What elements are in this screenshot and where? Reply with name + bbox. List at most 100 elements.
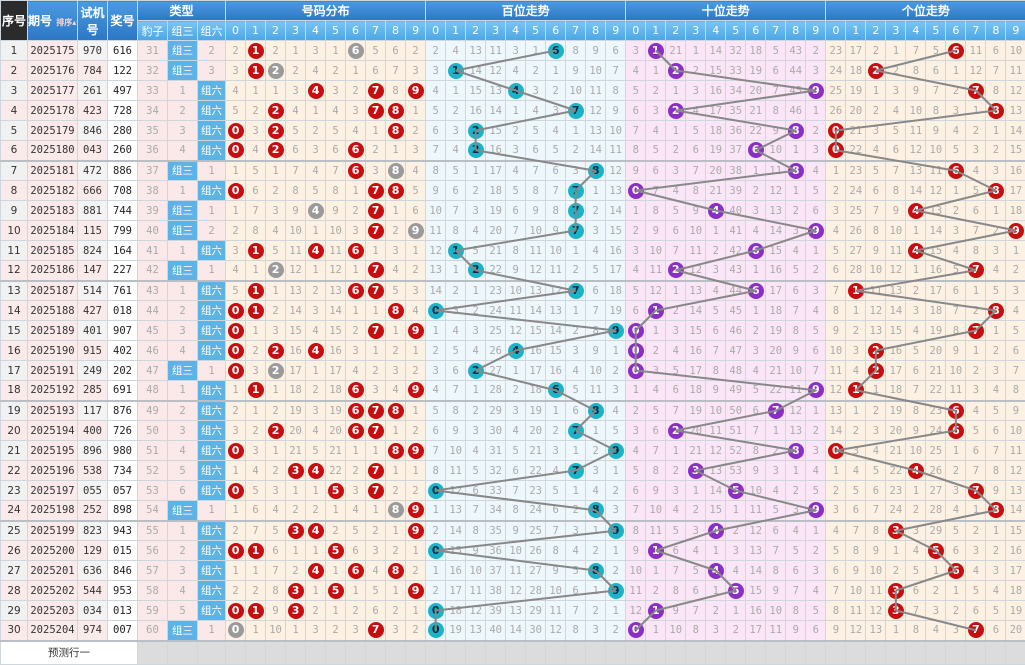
dist-cell: 2	[346, 321, 366, 341]
predict-cell[interactable]	[386, 641, 406, 665]
sort-button[interactable]: 排序▴▾	[56, 18, 77, 27]
col-issue-header[interactable]: 期号 排序▴▾	[28, 1, 78, 41]
ge-cell: 22	[846, 141, 866, 161]
dist-cell: 1	[346, 61, 366, 81]
predict-cell[interactable]	[966, 641, 986, 665]
predict-cell[interactable]	[246, 641, 266, 665]
bai-cell: 12	[526, 261, 546, 281]
col-test-header: 试机号	[78, 1, 108, 41]
predict-cell[interactable]	[286, 641, 306, 665]
predict-cell[interactable]	[866, 641, 886, 665]
predict-cell[interactable]	[486, 641, 506, 665]
predict-cell[interactable]	[846, 641, 866, 665]
predict-cell[interactable]	[566, 641, 586, 665]
predict-cell[interactable]	[826, 641, 846, 665]
predict-cell[interactable]	[138, 641, 168, 665]
predict-cell[interactable]	[786, 641, 806, 665]
predict-cell[interactable]	[706, 641, 726, 665]
bai-cell: 8	[566, 621, 586, 641]
bai-cell: 36	[486, 541, 506, 561]
predict-cell[interactable]	[666, 641, 686, 665]
bai-cell: 39	[486, 601, 506, 621]
predict-cell[interactable]	[1006, 641, 1025, 665]
issue-cell: 2025184	[28, 221, 78, 241]
predict-cell[interactable]	[906, 641, 926, 665]
predict-cell[interactable]	[886, 641, 906, 665]
predict-cell[interactable]	[406, 641, 426, 665]
predict-cell[interactable]	[168, 641, 198, 665]
ge-cell: 3	[1006, 281, 1025, 301]
seq-cell: 28	[1, 581, 28, 601]
shi-cell: 18	[766, 301, 786, 321]
ge-cell: 28	[926, 501, 946, 521]
predict-cell[interactable]	[266, 641, 286, 665]
predict-cell[interactable]	[426, 641, 446, 665]
predict-cell[interactable]	[446, 641, 466, 665]
predict-cell[interactable]	[526, 641, 546, 665]
predict-cell[interactable]	[766, 641, 786, 665]
predict-cell[interactable]	[946, 641, 966, 665]
predict-cell[interactable]	[226, 641, 246, 665]
test-cell: 129	[78, 541, 108, 561]
predict-cell[interactable]	[546, 641, 566, 665]
predict-cell[interactable]	[746, 641, 766, 665]
test-cell: 115	[78, 221, 108, 241]
dist-cell: 7	[366, 321, 386, 341]
bai-cell: 5	[466, 461, 486, 481]
predict-cell[interactable]	[726, 641, 746, 665]
shi-digit-header: 2	[666, 21, 686, 41]
predict-cell[interactable]	[506, 641, 526, 665]
predict-cell[interactable]	[646, 641, 666, 665]
predict-cell[interactable]	[326, 641, 346, 665]
hit-ball: 6	[348, 563, 364, 579]
predict-cell[interactable]	[926, 641, 946, 665]
predict-cell[interactable]	[686, 641, 706, 665]
predict-cell[interactable]	[806, 641, 826, 665]
bai-ball: 2	[468, 262, 484, 278]
predict-cell[interactable]	[466, 641, 486, 665]
predict-cell[interactable]	[606, 641, 626, 665]
predict-cell[interactable]	[346, 641, 366, 665]
zu6-cell: 1	[198, 361, 226, 381]
predict-cell[interactable]	[626, 641, 646, 665]
predict-cell[interactable]	[198, 641, 226, 665]
baozi-omission: 60	[138, 621, 168, 641]
ge-cell: 3	[866, 421, 886, 441]
draw-cell: 122	[108, 61, 138, 81]
bai-cell: 23	[486, 281, 506, 301]
predict-cell[interactable]	[366, 641, 386, 665]
predict-cell[interactable]	[306, 641, 326, 665]
predict-cell[interactable]	[586, 641, 606, 665]
predict-cell[interactable]	[986, 641, 1006, 665]
